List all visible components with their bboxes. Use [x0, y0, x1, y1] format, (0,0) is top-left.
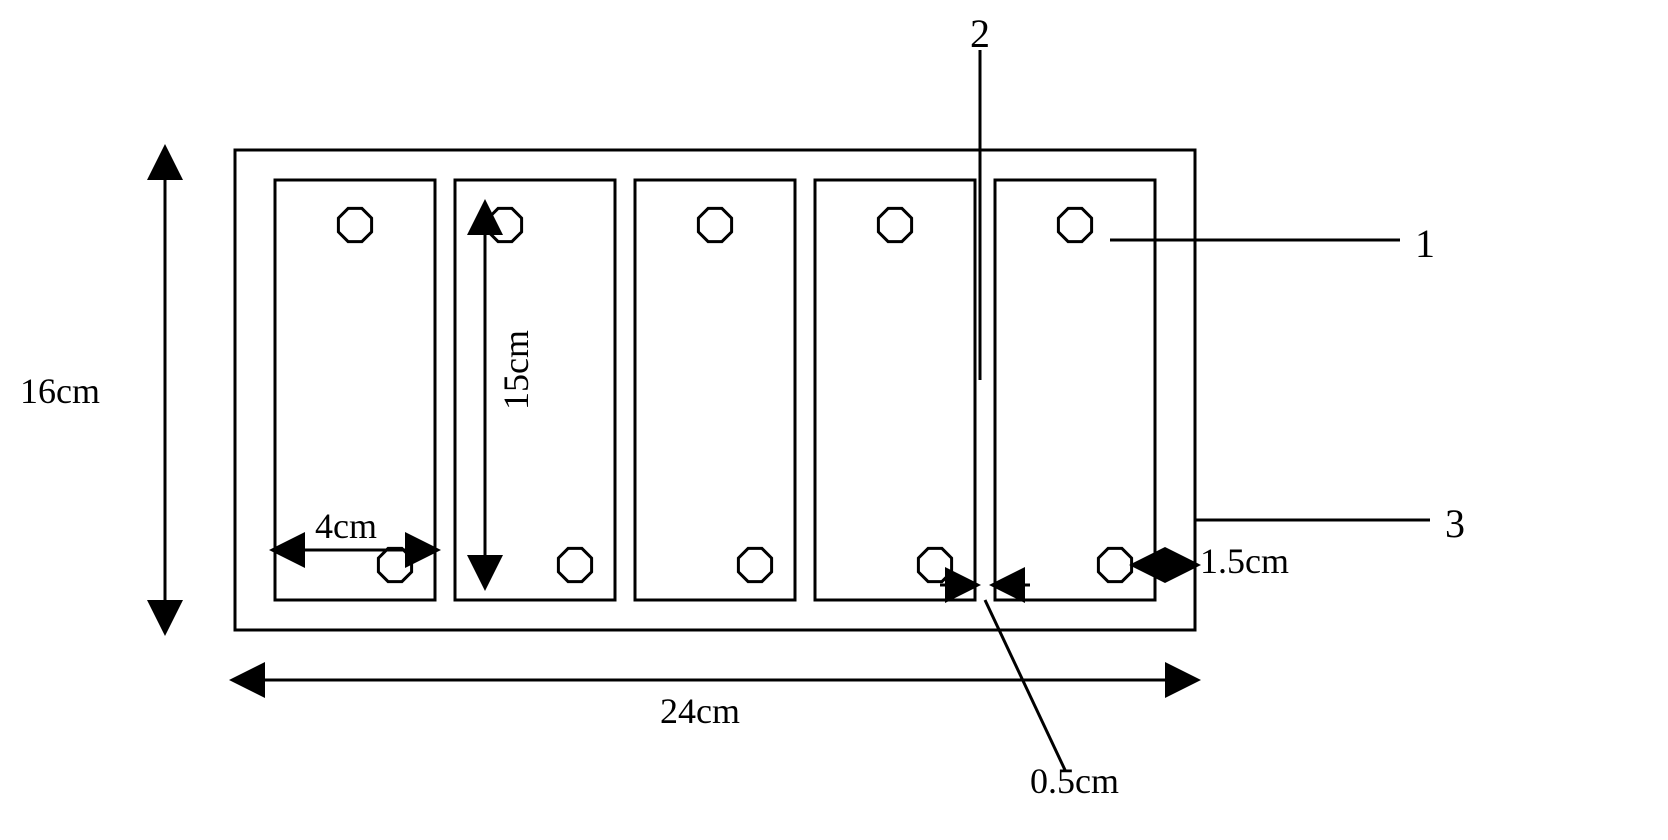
hole-octagon [338, 208, 371, 241]
hole-octagon [738, 548, 771, 581]
hole-octagon [1058, 208, 1091, 241]
callout-ref-2: 2 [970, 10, 990, 57]
technical-diagram-svg [100, 30, 1600, 830]
label-slot-width: 4cm [315, 505, 377, 547]
hole-octagon [488, 208, 521, 241]
hole-octagon [1098, 548, 1131, 581]
hole-octagon [378, 548, 411, 581]
label-width-outer: 24cm [660, 690, 740, 732]
callout-ref-3: 3 [1445, 500, 1465, 547]
hole-octagon [878, 208, 911, 241]
diagram-container: 16cm 24cm 15cm 4cm 0.5cm 1.5cm 2 1 3 [100, 30, 1600, 830]
hole-octagon [558, 548, 591, 581]
label-gap: 0.5cm [1030, 760, 1119, 802]
callout-ref-1: 1 [1415, 220, 1435, 267]
hole-octagon [698, 208, 731, 241]
callout-line-gap [985, 600, 1065, 770]
hole-octagon [918, 548, 951, 581]
label-slot-height: 15cm [495, 330, 537, 410]
label-height-outer: 16cm [20, 370, 100, 412]
label-edge-margin: 1.5cm [1200, 540, 1289, 582]
